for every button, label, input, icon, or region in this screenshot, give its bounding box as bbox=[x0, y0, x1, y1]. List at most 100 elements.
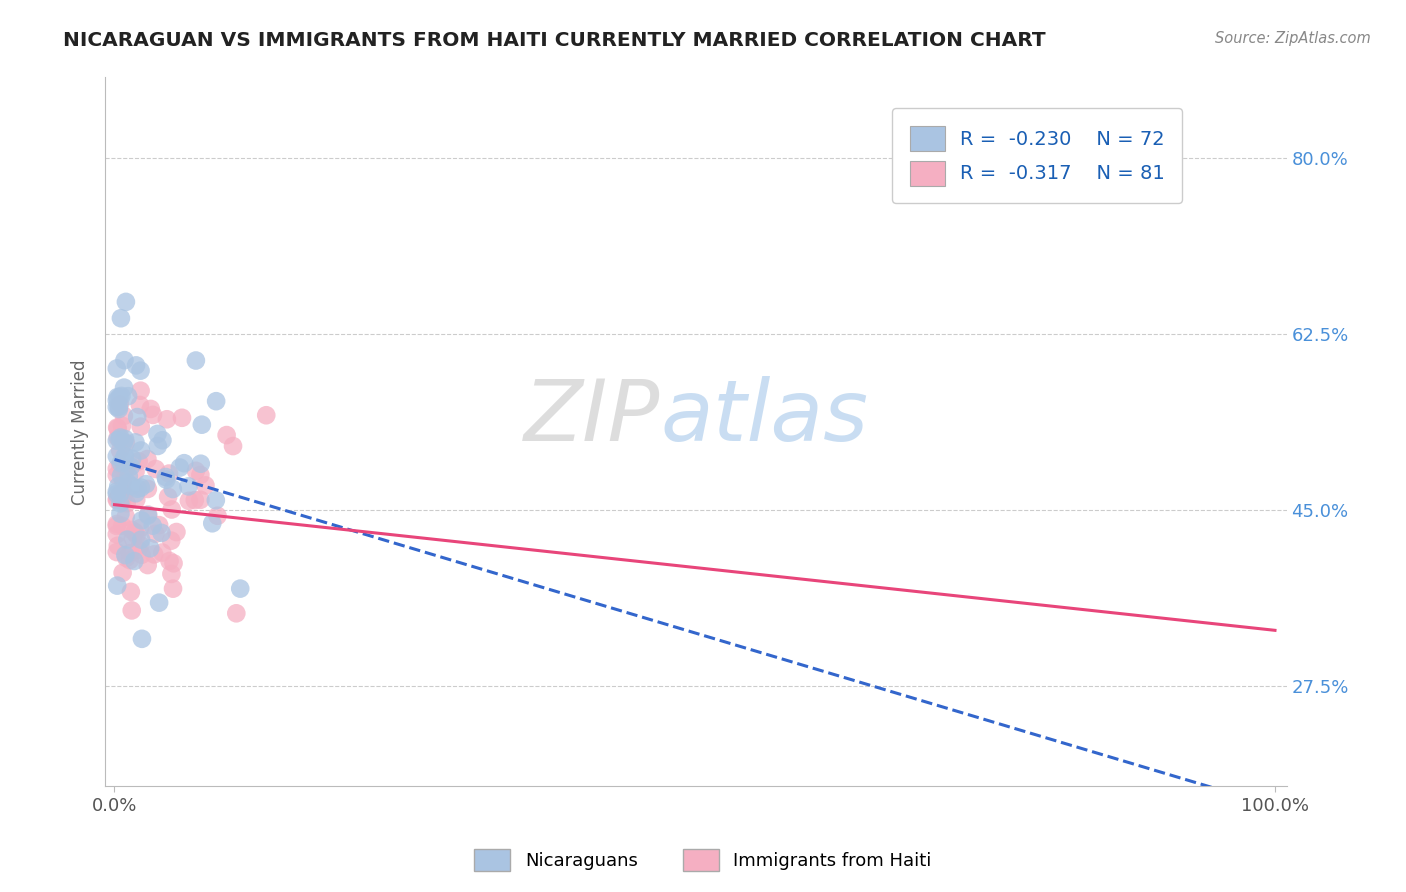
Point bbox=[136, 452, 159, 467]
Point bbox=[190, 492, 212, 507]
Text: atlas: atlas bbox=[661, 376, 869, 459]
Point bbox=[105, 420, 128, 434]
Point bbox=[129, 533, 152, 547]
Point bbox=[139, 401, 162, 416]
Point bbox=[107, 431, 129, 445]
Text: Source: ZipAtlas.com: Source: ZipAtlas.com bbox=[1215, 31, 1371, 46]
Point bbox=[105, 492, 128, 507]
Point bbox=[105, 434, 128, 448]
Point bbox=[170, 410, 193, 425]
Point bbox=[105, 487, 128, 501]
Point bbox=[157, 467, 180, 481]
Point bbox=[120, 459, 142, 474]
Point bbox=[124, 554, 146, 568]
Point bbox=[110, 507, 132, 521]
Point bbox=[169, 460, 191, 475]
Point bbox=[105, 461, 128, 475]
Point bbox=[184, 464, 207, 478]
Point bbox=[115, 550, 138, 565]
Point bbox=[215, 428, 238, 442]
Point bbox=[177, 479, 200, 493]
Point bbox=[108, 487, 131, 501]
Point bbox=[107, 390, 129, 404]
Point bbox=[121, 451, 143, 466]
Point bbox=[159, 554, 181, 568]
Point bbox=[125, 359, 148, 373]
Point bbox=[127, 482, 149, 496]
Point bbox=[118, 553, 141, 567]
Point bbox=[150, 545, 173, 559]
Point bbox=[155, 473, 177, 487]
Point bbox=[229, 582, 252, 596]
Point bbox=[190, 457, 212, 471]
Point bbox=[194, 478, 217, 492]
Point bbox=[114, 486, 136, 500]
Point bbox=[110, 456, 132, 470]
Point bbox=[112, 409, 135, 423]
Point bbox=[146, 426, 169, 441]
Point bbox=[177, 493, 200, 508]
Point bbox=[136, 558, 159, 572]
Point bbox=[129, 419, 152, 434]
Point bbox=[120, 585, 142, 599]
Point bbox=[114, 548, 136, 562]
Point bbox=[110, 431, 132, 445]
Point bbox=[160, 533, 183, 548]
Point bbox=[131, 513, 153, 527]
Point bbox=[152, 434, 174, 448]
Point bbox=[105, 519, 128, 533]
Point bbox=[112, 381, 135, 395]
Point bbox=[107, 479, 129, 493]
Point bbox=[150, 525, 173, 540]
Point bbox=[205, 394, 228, 409]
Point bbox=[145, 526, 167, 541]
Point bbox=[107, 539, 129, 553]
Point bbox=[124, 525, 146, 540]
Text: NICARAGUAN VS IMMIGRANTS FROM HAITI CURRENTLY MARRIED CORRELATION CHART: NICARAGUAN VS IMMIGRANTS FROM HAITI CURR… bbox=[63, 31, 1046, 50]
Point bbox=[184, 353, 207, 368]
Point bbox=[117, 389, 139, 403]
Point bbox=[173, 456, 195, 470]
Point bbox=[128, 454, 150, 468]
Point bbox=[148, 518, 170, 533]
Point bbox=[225, 607, 247, 621]
Point bbox=[128, 542, 150, 557]
Point bbox=[129, 538, 152, 552]
Point bbox=[108, 432, 131, 446]
Point bbox=[111, 418, 134, 433]
Point bbox=[121, 523, 143, 537]
Point bbox=[128, 398, 150, 412]
Point bbox=[105, 484, 128, 499]
Point bbox=[162, 557, 184, 571]
Point bbox=[115, 294, 138, 309]
Point bbox=[156, 412, 179, 426]
Point bbox=[129, 384, 152, 398]
Point bbox=[142, 518, 165, 533]
Point bbox=[148, 596, 170, 610]
Point bbox=[125, 492, 148, 507]
Point bbox=[136, 508, 159, 523]
Point bbox=[143, 547, 166, 561]
Point bbox=[105, 449, 128, 463]
Point bbox=[222, 439, 245, 453]
Point bbox=[112, 435, 135, 450]
Point bbox=[118, 469, 141, 483]
Point bbox=[162, 482, 184, 496]
Point bbox=[129, 481, 152, 495]
Point bbox=[184, 493, 207, 508]
Point bbox=[118, 546, 141, 560]
Point bbox=[125, 528, 148, 542]
Point bbox=[114, 450, 136, 464]
Point bbox=[110, 311, 132, 326]
Point bbox=[142, 408, 165, 422]
Point bbox=[115, 496, 138, 510]
Point bbox=[129, 443, 152, 458]
Legend: Nicaraguans, Immigrants from Haiti: Nicaraguans, Immigrants from Haiti bbox=[467, 842, 939, 879]
Point bbox=[120, 479, 142, 493]
Point bbox=[105, 393, 128, 408]
Point bbox=[105, 492, 128, 507]
Point bbox=[108, 443, 131, 458]
Point bbox=[114, 435, 136, 450]
Point bbox=[111, 566, 134, 580]
Point bbox=[110, 458, 132, 473]
